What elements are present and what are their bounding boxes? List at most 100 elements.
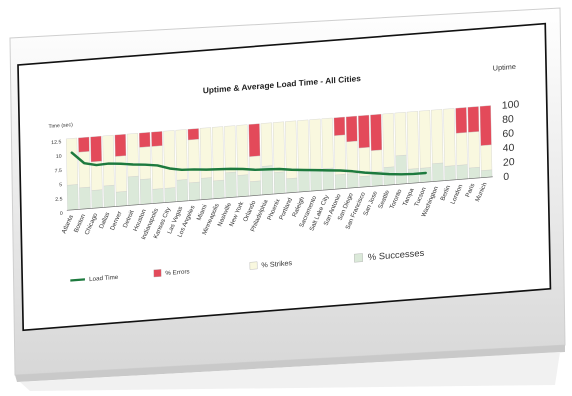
bar-strikes xyxy=(175,129,188,181)
y-right-tick-label: 20 xyxy=(503,157,515,169)
bar-strikes xyxy=(468,131,480,169)
monitor-reflection xyxy=(20,352,560,391)
bar-successes xyxy=(359,175,371,188)
bar-errors xyxy=(248,123,261,157)
bar-successes xyxy=(152,188,164,204)
bar-errors xyxy=(479,105,492,146)
bar-errors xyxy=(345,115,358,143)
bar-strikes xyxy=(382,112,395,168)
bar-strikes xyxy=(346,140,359,175)
bar-successes xyxy=(103,184,115,208)
bar-group xyxy=(66,105,493,211)
bar-successes xyxy=(383,166,395,186)
load-time-line-group xyxy=(70,151,427,176)
bar-successes xyxy=(164,187,176,203)
bar-errors xyxy=(151,131,163,147)
y-left-tick-label: 2.5 xyxy=(55,196,62,202)
y-right-tick-label: 80 xyxy=(502,114,514,126)
bar-successes xyxy=(127,175,140,206)
bar-strikes xyxy=(285,120,298,179)
bar-successes xyxy=(91,189,103,209)
legend-swatch-load-time xyxy=(70,278,85,282)
bar-successes xyxy=(420,167,432,183)
legend-swatch-errors xyxy=(153,269,162,278)
bar-strikes xyxy=(102,134,115,187)
bar-errors xyxy=(467,106,480,133)
bar-errors xyxy=(455,107,467,134)
legend-label-errors: % Errors xyxy=(165,268,189,277)
bar-errors xyxy=(358,114,370,149)
y-axis-left-ticks: 12.5 10 7.5 5 2.5 0 xyxy=(51,139,63,217)
bar-errors xyxy=(333,116,346,136)
bar-errors xyxy=(187,128,199,141)
bar-successes xyxy=(468,166,481,179)
bar-strikes xyxy=(297,119,310,171)
bar-successes xyxy=(176,179,188,202)
legend-swatch-strikes xyxy=(249,261,258,270)
x-axis-line xyxy=(66,176,493,211)
bar-strikes xyxy=(431,109,444,164)
bar-successes xyxy=(237,174,249,198)
bar-errors xyxy=(139,132,151,148)
bar-successes xyxy=(225,171,237,198)
bar-strikes xyxy=(139,146,151,180)
y-left-tick-label: 12.5 xyxy=(51,139,61,146)
bar-strikes xyxy=(406,111,419,170)
y-axis-right-label: Uptime xyxy=(493,62,516,73)
legend-label-strikes: % Strikes xyxy=(261,258,292,269)
bar-strikes xyxy=(199,127,212,179)
bar-strikes xyxy=(236,124,249,176)
legend-label-load-time: Load Time xyxy=(89,274,119,283)
bar-successes xyxy=(298,169,310,193)
bar-successes xyxy=(347,172,359,189)
y-right-tick-label: 40 xyxy=(503,143,515,155)
bar-strikes xyxy=(115,155,127,193)
y-axis-left-label: Time (sec) xyxy=(48,122,73,130)
bar-strikes xyxy=(418,110,432,169)
y-right-tick-label: 60 xyxy=(502,128,514,140)
bar-successes xyxy=(456,164,468,180)
bar-successes xyxy=(213,179,225,199)
bar-strikes xyxy=(321,117,334,169)
bar-successes xyxy=(139,178,152,205)
bar-successes xyxy=(79,186,91,210)
bar-strikes xyxy=(66,137,78,186)
bar-successes xyxy=(481,169,493,178)
bar-successes xyxy=(407,168,420,184)
bar-strikes xyxy=(224,125,237,174)
bar-successes xyxy=(334,173,347,190)
bar-successes xyxy=(310,168,322,192)
chart-panel: Uptime & Average Load Time - All Cities … xyxy=(17,22,552,332)
bar-successes xyxy=(273,171,286,195)
bar-successes xyxy=(200,177,213,200)
bar-errors xyxy=(78,136,90,153)
y-right-tick-label: 100 xyxy=(502,99,520,111)
bar-strikes xyxy=(260,122,273,167)
bar-strikes xyxy=(443,108,456,167)
bar-errors xyxy=(114,134,127,157)
y-right-tick-label: 0 xyxy=(503,172,509,183)
bar-strikes xyxy=(455,132,468,166)
bar-strikes xyxy=(334,134,346,176)
bar-errors xyxy=(90,135,102,163)
bar-strikes xyxy=(480,144,493,171)
bar-strikes xyxy=(187,138,200,184)
bar-strikes xyxy=(126,133,139,178)
y-left-tick-label: 5 xyxy=(59,182,62,188)
bar-strikes xyxy=(272,121,285,173)
y-left-tick-label: 7.5 xyxy=(55,168,62,174)
monitor-bottom-edge xyxy=(15,345,565,382)
bar-strikes xyxy=(78,151,91,189)
bar-strikes xyxy=(370,149,383,173)
bar-successes xyxy=(249,180,262,197)
y-left-tick-label: 0 xyxy=(60,211,63,217)
bar-successes xyxy=(395,154,408,185)
legend-label-successes: % Successes xyxy=(368,248,425,262)
bar-strikes xyxy=(212,126,225,182)
bar-successes xyxy=(66,184,79,211)
y-axis-right-ticks: 100 80 60 40 20 0 xyxy=(502,99,520,183)
bar-successes xyxy=(286,177,298,194)
load-time-line xyxy=(70,151,427,176)
